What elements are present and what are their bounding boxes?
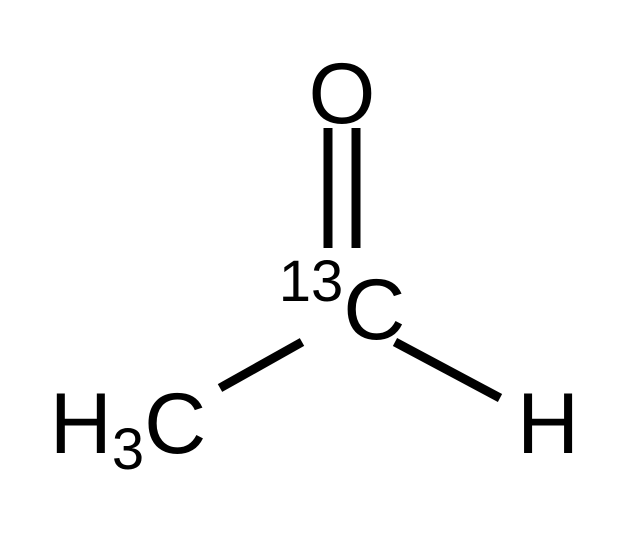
bond [220,342,302,388]
atom-label-H: H [517,376,579,472]
bond [395,342,500,398]
molecule-diagram: O13CH3CH [0,0,640,535]
atom-label-O: O [309,46,376,142]
atom-label-CH3: H3C [50,376,206,483]
atoms-layer: O13CH3CH [50,46,579,483]
